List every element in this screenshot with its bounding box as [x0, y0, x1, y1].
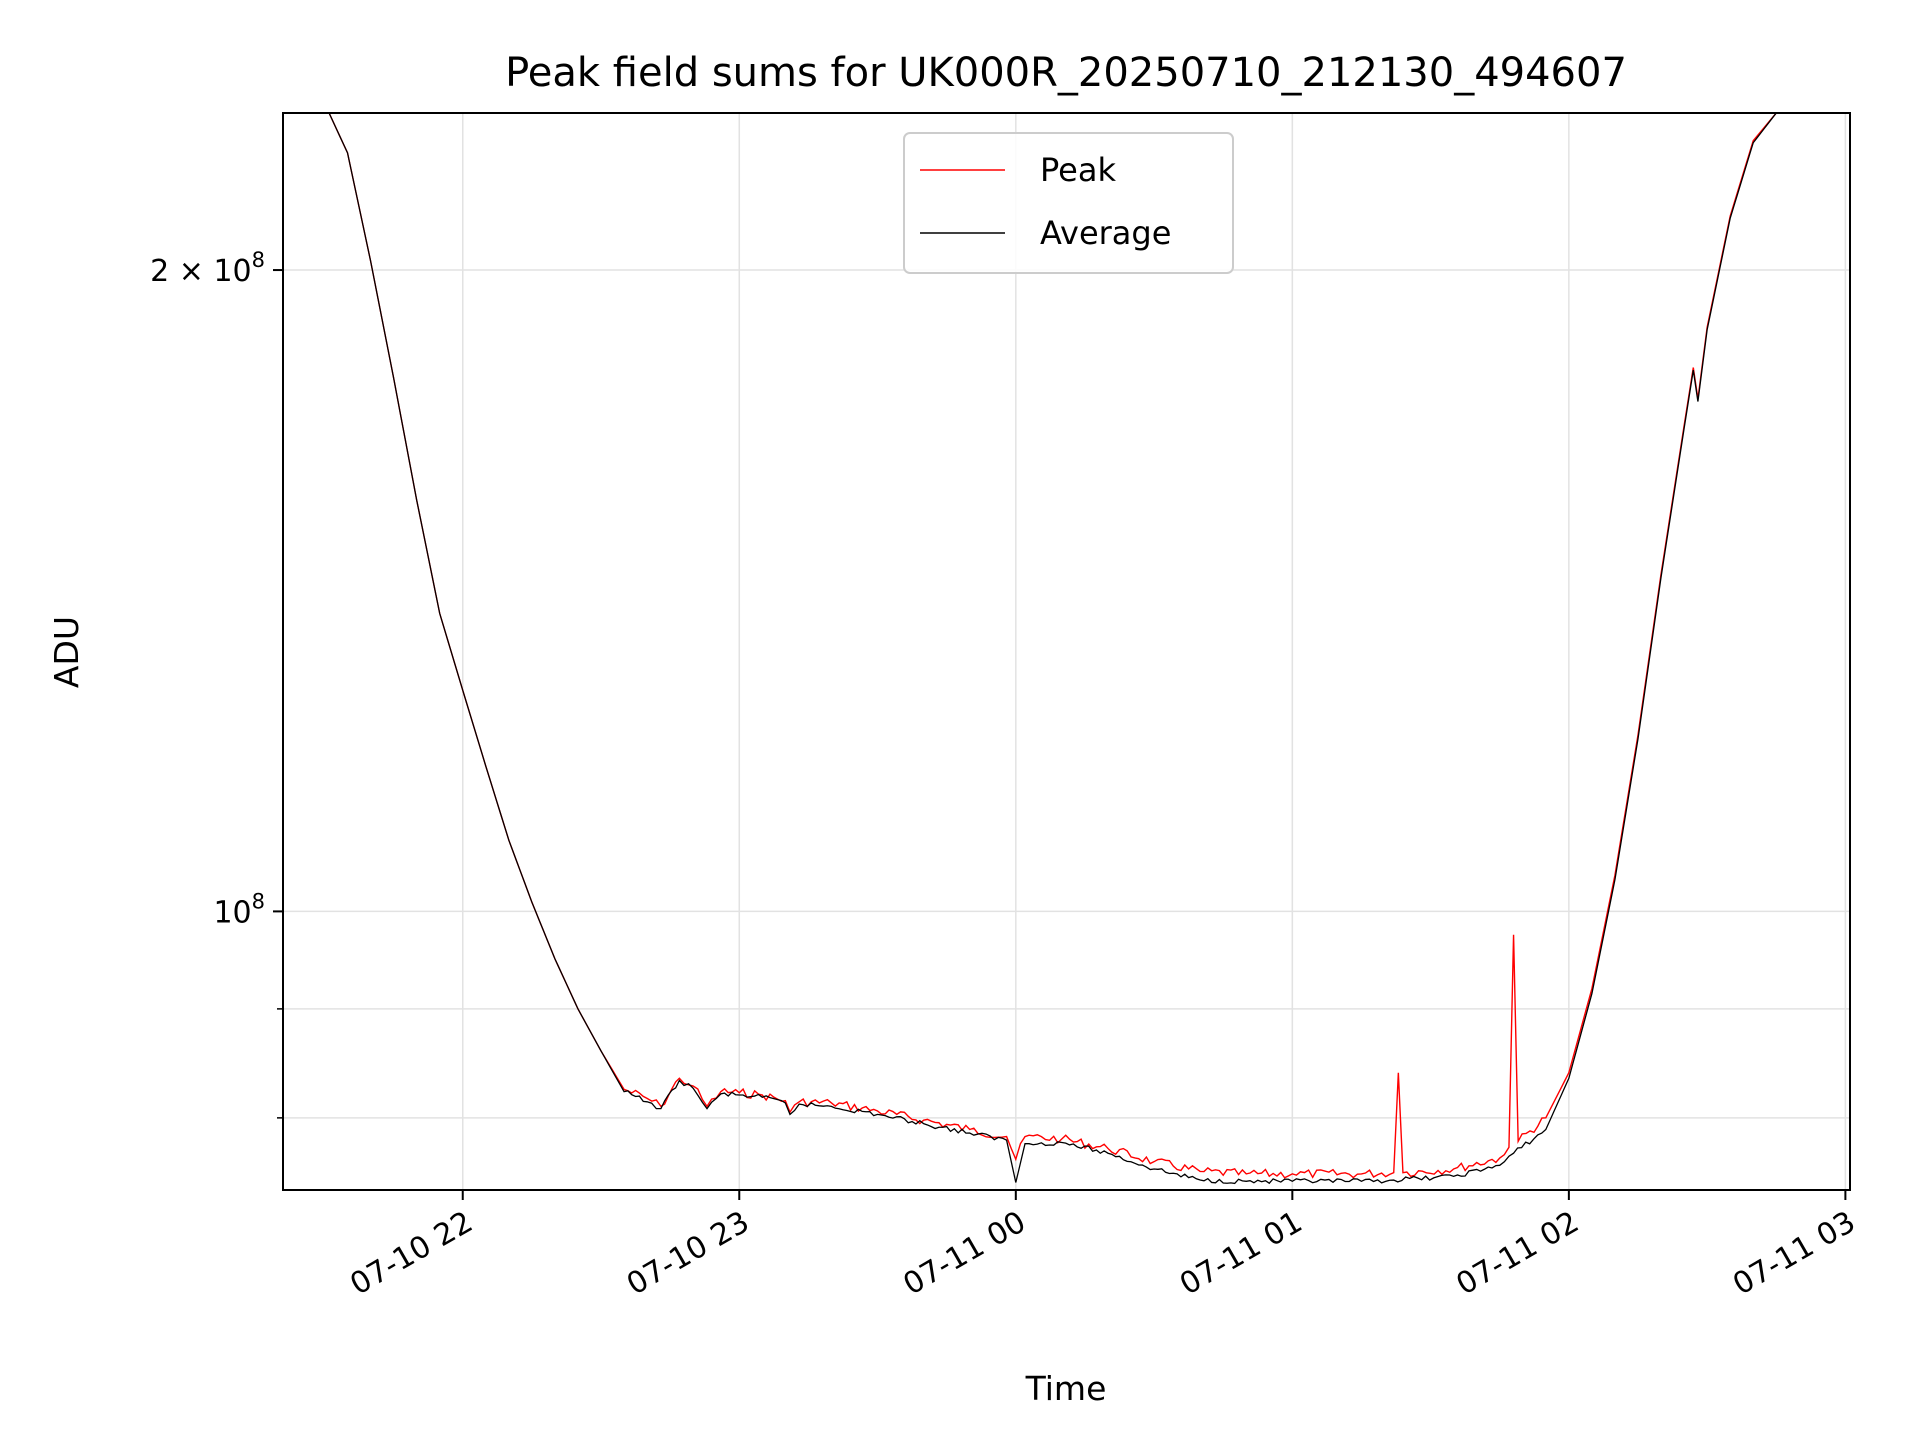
legend: Peak Average	[903, 132, 1234, 274]
legend-entry: Average	[1040, 214, 1171, 252]
legend-box	[903, 132, 1234, 274]
y-tick-label: 2 × 108	[150, 248, 265, 289]
grid	[283, 113, 1850, 1190]
x-axis-label: Time	[1025, 1369, 1107, 1408]
legend-entry: Peak	[1040, 151, 1116, 189]
plot-frame	[282, 112, 1851, 1191]
y-axis-ticks: 108 2 × 108	[150, 248, 283, 1119]
y-axis-label: ADU	[47, 616, 86, 688]
y-tick-label: 108	[213, 889, 265, 930]
chart-title: Peak field sums for UK000R_20250710_2121…	[505, 50, 1627, 96]
series-layer	[283, 113, 1850, 1185]
series-line-average	[283, 113, 1850, 1185]
